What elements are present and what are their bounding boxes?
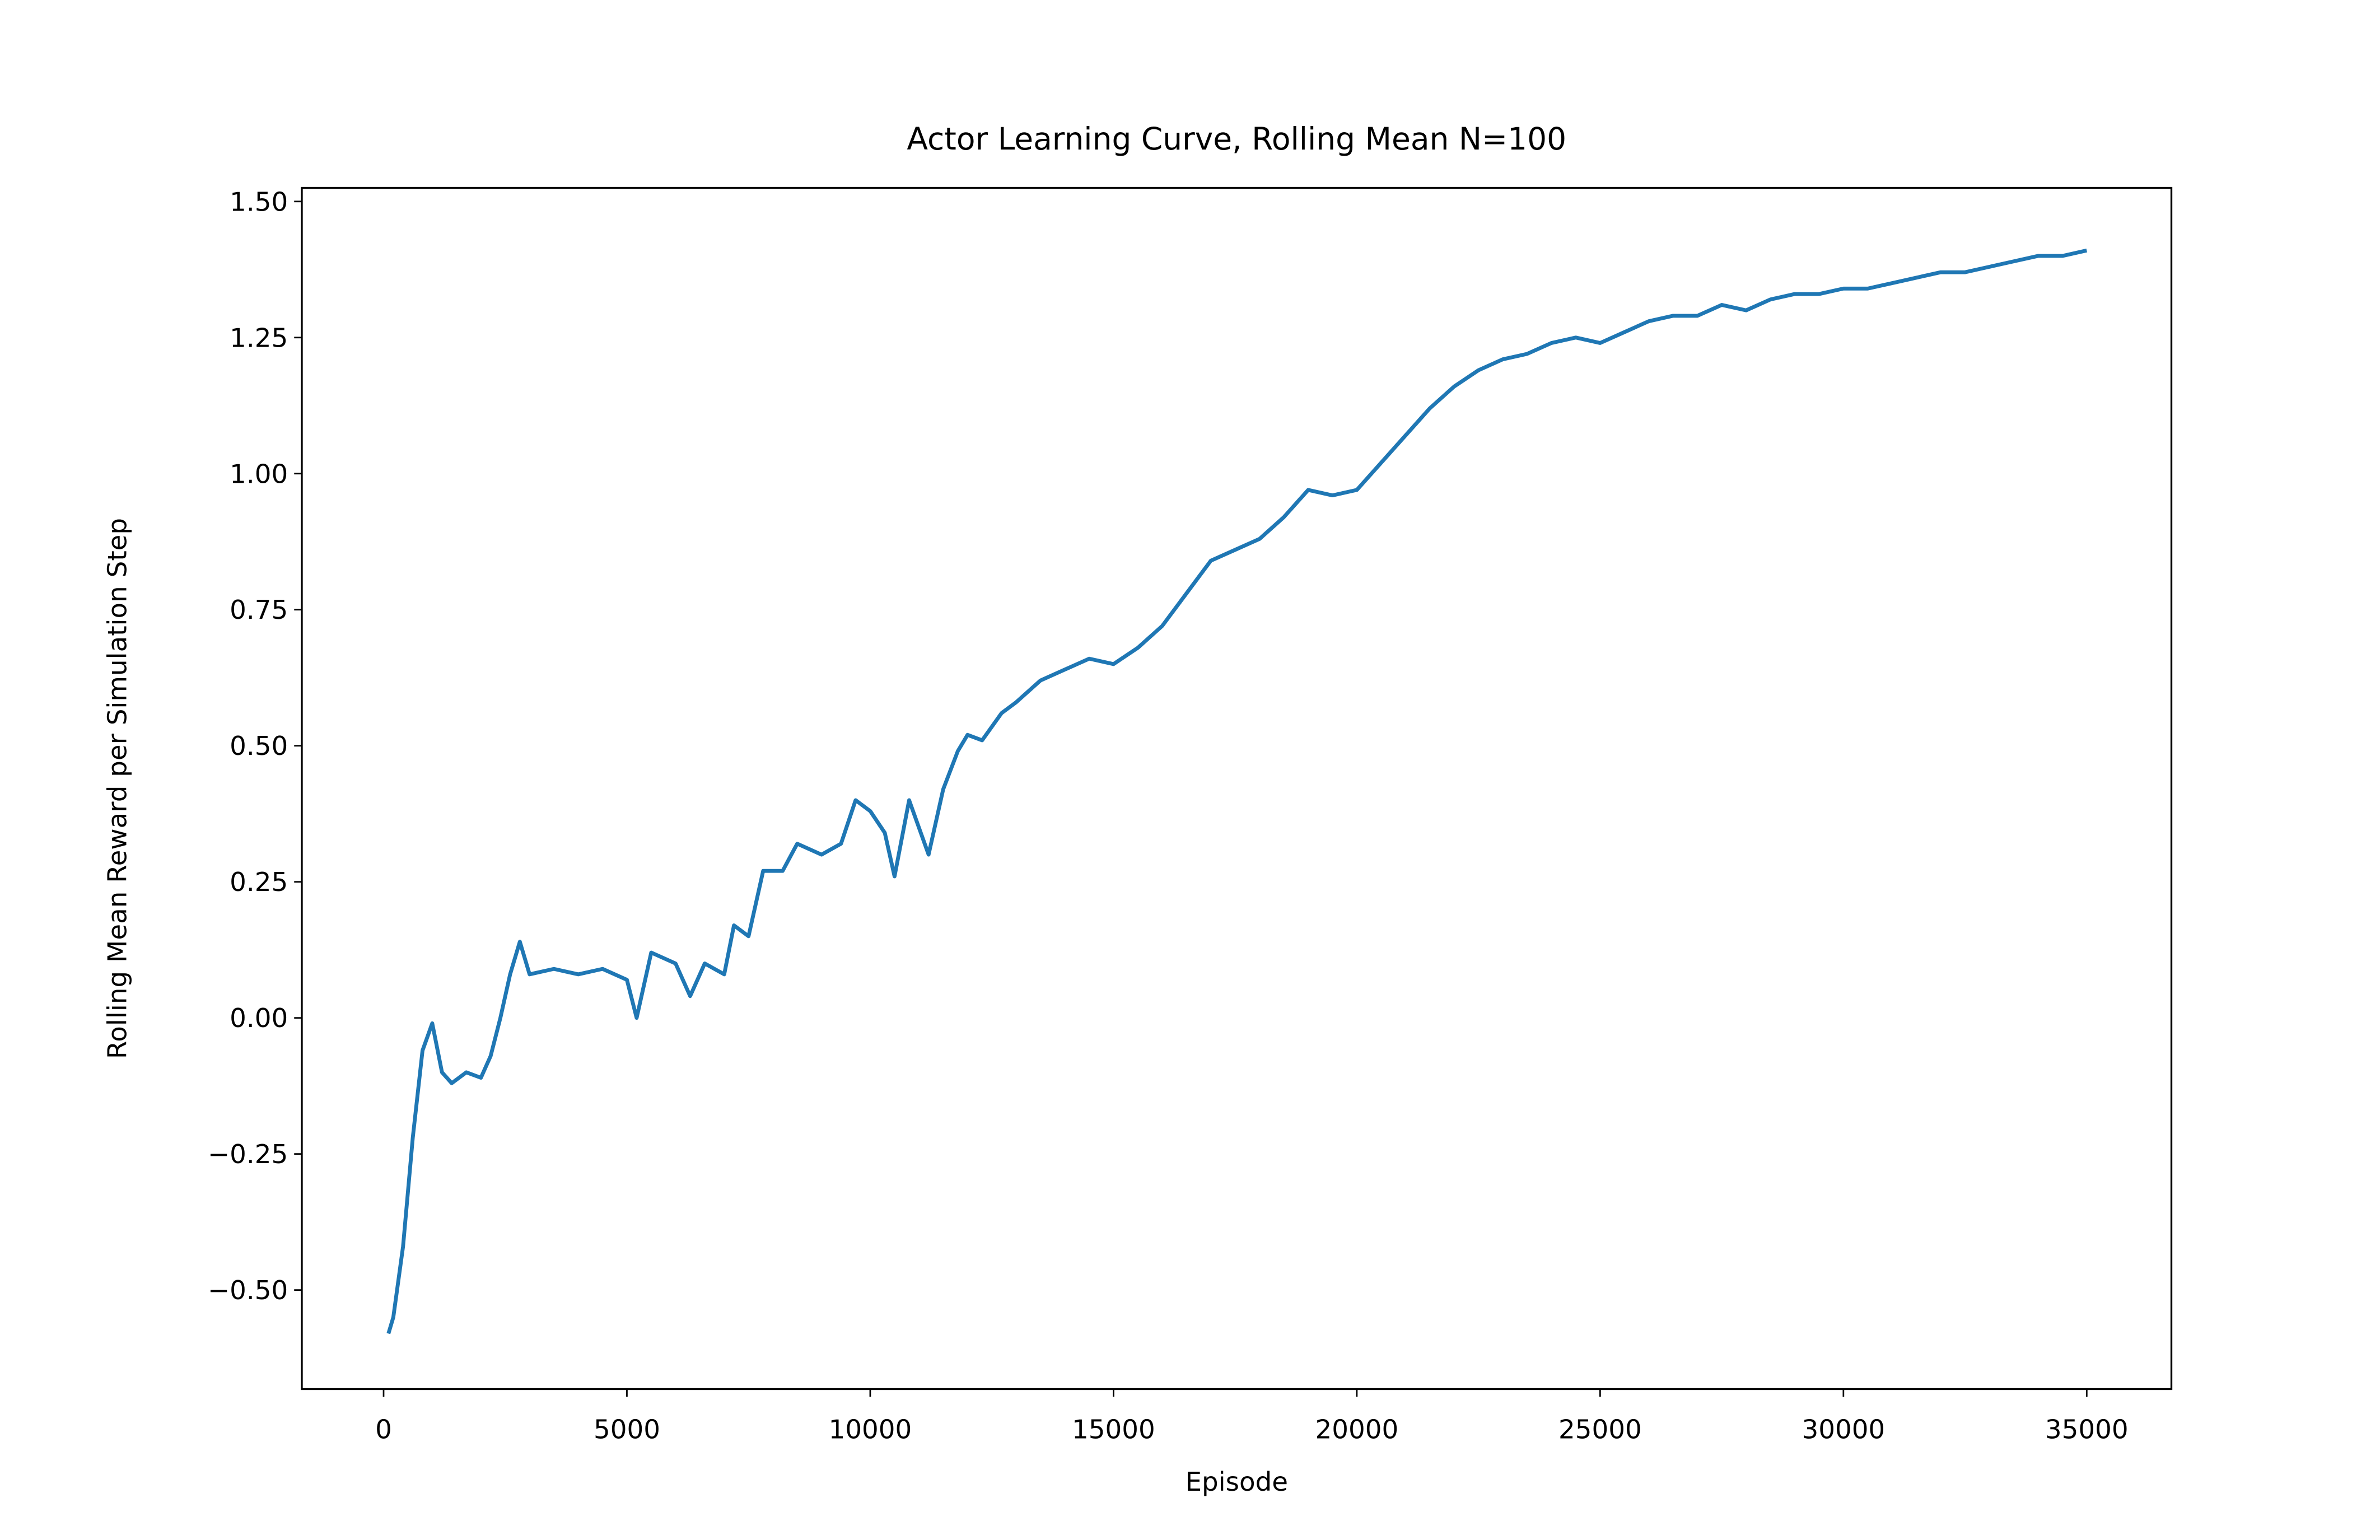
x-tick-label: 5000 [594,1415,660,1445]
plot-area [386,248,2088,1334]
y-tick-label: 0.00 [230,1004,288,1034]
x-tick-label: 10000 [829,1415,912,1445]
x-tick-label: 25000 [1558,1415,1642,1445]
y-tick-label: −0.25 [208,1140,288,1170]
data-line [386,248,2088,1334]
x-axis-label: Episode [1185,1467,1288,1497]
x-tick-label: 0 [375,1415,392,1445]
x-tick-label: 30000 [1802,1415,1885,1445]
x-tick-label: 20000 [1315,1415,1399,1445]
x-tick-label: 35000 [2045,1415,2129,1445]
y-tick-label: 0.75 [230,595,288,626]
chart-title: Actor Learning Curve, Rolling Mean N=100 [907,121,1566,157]
y-tick-label: 0.50 [230,731,288,762]
axes-frame [301,186,2173,1390]
y-tick-label: 0.25 [230,867,288,898]
y-tick-label: 1.50 [230,187,288,217]
x-tick-label: 15000 [1072,1415,1155,1445]
y-tick-label: 1.25 [230,323,288,353]
y-axis-label: Rolling Mean Reward per Simulation Step [103,518,133,1059]
y-tick-label: 1.00 [230,459,288,489]
y-tick-label: −0.50 [208,1276,288,1306]
